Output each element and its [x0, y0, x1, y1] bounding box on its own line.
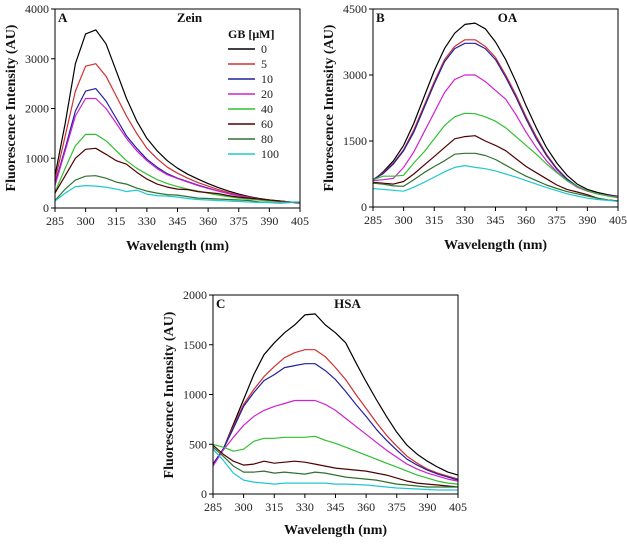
legend-item: 5 [228, 57, 267, 71]
legend-label: 10 [261, 72, 273, 86]
legend-item: 40 [228, 102, 273, 116]
x-tick-label: 405 [291, 214, 309, 228]
x-tick-label: 330 [138, 214, 156, 228]
panel-letter: A [58, 10, 68, 25]
y-tick-label: 1500 [183, 338, 207, 352]
x-axis-title: Wavelength (nm) [284, 523, 387, 538]
y-tick-label: 0 [361, 200, 367, 214]
y-tick-label: 1500 [343, 134, 367, 148]
legend-item: 80 [228, 132, 273, 146]
y-axis-title: Fluorescence Intensity (AU) [4, 24, 19, 191]
x-tick-label: 345 [327, 500, 345, 514]
panel-title: Zein [177, 10, 203, 25]
series-line-gb-60 [372, 135, 619, 202]
series-line-gb-100 [212, 448, 458, 491]
series-group [54, 29, 301, 204]
y-axis-title: Fluorescence Intensity (AU) [162, 311, 177, 478]
y-tick-label: 3000 [25, 52, 49, 66]
x-tick-label: 375 [548, 213, 566, 227]
y-tick-label: 0 [43, 201, 49, 215]
x-tick-label: 285 [204, 500, 222, 514]
x-tick-label: 360 [357, 500, 375, 514]
panel-c: 285 300 315 330 345 360 375 390 405 0 500 1000 1500 2… [162, 288, 467, 538]
x-tick-label: 405 [449, 500, 467, 514]
x-tick-label: 330 [296, 500, 314, 514]
legend-item: 0 [228, 42, 267, 56]
legend-item: 60 [228, 117, 273, 131]
legend-label: 40 [261, 102, 273, 116]
x-tick-label: 285 [364, 213, 382, 227]
x-axis-title: Wavelength (nm) [444, 238, 547, 253]
panel-b: 285 300 315 330 345 360 375 390 405 0 1500 3000 4500… [322, 2, 627, 253]
series-line-gb-5 [372, 39, 619, 198]
x-tick-label: 330 [456, 213, 474, 227]
legend-label: 60 [261, 117, 273, 131]
series-line-gb-40 [212, 435, 459, 485]
legend-label: 20 [261, 87, 273, 101]
y-tick-label: 2000 [25, 102, 49, 116]
legend-item: 10 [228, 72, 273, 86]
series-line-gb-10 [212, 363, 459, 481]
y-axis-title: Fluorescence Intensity (AU) [322, 24, 337, 191]
y-tick-label: 4500 [343, 2, 367, 16]
y-tick-label: 3000 [343, 68, 367, 82]
x-tick-label: 285 [46, 214, 64, 228]
legend-title: GB [μM] [228, 27, 274, 41]
series-line-gb-40 [54, 133, 301, 204]
y-tick-label: 0 [201, 487, 207, 501]
series-line-gb-100 [54, 185, 300, 204]
x-tick-label: 345 [487, 213, 505, 227]
series-line-gb-0 [212, 313, 459, 476]
y-tick-label: 2000 [183, 288, 207, 302]
y-tick-label: 4000 [25, 2, 49, 16]
x-tick-label: 360 [517, 213, 535, 227]
legend-item: 100 [228, 147, 279, 161]
legend-label: 80 [261, 132, 273, 146]
x-tick-label: 390 [260, 214, 278, 228]
x-tick-label: 300 [395, 213, 413, 227]
x-tick-label: 345 [169, 214, 187, 228]
series-line-gb-20 [212, 399, 459, 482]
series-line-gb-40 [372, 112, 619, 199]
series-line-gb-60 [212, 444, 459, 488]
series-line-gb-10 [372, 42, 619, 198]
x-tick-label: 375 [388, 500, 406, 514]
legend-label: 0 [261, 42, 267, 56]
x-tick-label: 390 [418, 500, 436, 514]
panel-a: 285 300 315 330 345 360 375 390 4050100020003000… [4, 2, 309, 254]
series-group [212, 313, 459, 491]
legend-item: 20 [228, 87, 273, 101]
x-tick-label: 315 [265, 500, 283, 514]
series-line-gb-0 [372, 22, 619, 197]
panel-letter: B [376, 10, 385, 25]
y-tick-label: 500 [189, 437, 207, 451]
x-tick-label: 375 [230, 214, 248, 228]
x-tick-label: 315 [425, 213, 443, 227]
x-tick-label: 360 [199, 214, 217, 228]
panel-title: HSA [334, 296, 361, 311]
x-tick-label: 300 [77, 214, 95, 228]
x-tick-label: 405 [609, 213, 627, 227]
series-line-gb-20 [372, 74, 619, 198]
panel-title: OA [498, 10, 518, 25]
x-tick-label: 390 [578, 213, 596, 227]
x-tick-label: 300 [235, 500, 253, 514]
y-tick-label: 1000 [25, 151, 49, 165]
y-tick-label: 1000 [183, 388, 207, 402]
x-tick-label: 315 [107, 214, 125, 228]
legend-label: 5 [261, 57, 267, 71]
series-line-gb-100 [372, 165, 619, 202]
legend-label: 100 [261, 147, 279, 161]
series-line-gb-60 [54, 147, 301, 204]
panel-letter: C [216, 296, 225, 311]
series-line-gb-5 [212, 349, 459, 480]
series-line-gb-80 [212, 446, 458, 488]
series-group [372, 22, 619, 202]
series-line-gb-80 [372, 152, 619, 202]
x-axis-title: Wavelength (nm) [126, 239, 229, 254]
